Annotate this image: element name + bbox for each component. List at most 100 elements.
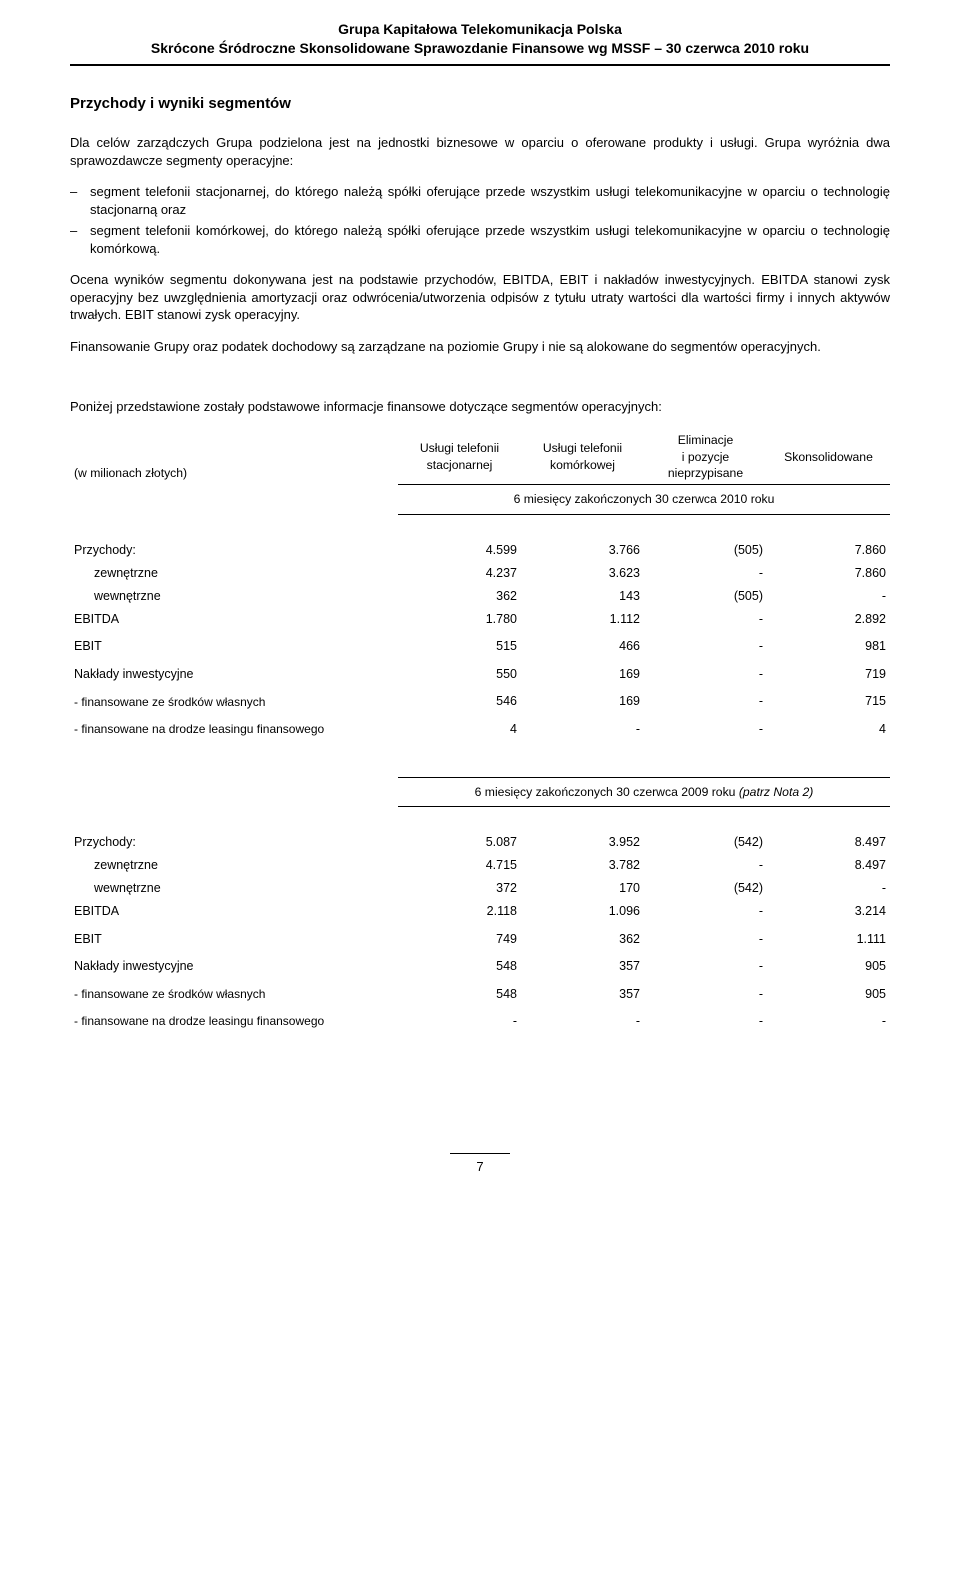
cell: 372 <box>398 877 521 900</box>
cell: - <box>644 713 767 740</box>
cell: - <box>644 1005 767 1032</box>
col-header-elim-1: Eliminacje <box>678 433 734 447</box>
cell: 548 <box>398 950 521 978</box>
table-row: zewnętrzne 4.237 3.623 - 7.860 <box>70 562 890 585</box>
row-label: EBIT <box>70 630 398 658</box>
cell: 4.237 <box>398 562 521 585</box>
table-row: - finansowane ze środków własnych 548 35… <box>70 978 890 1005</box>
table-row: Przychody: 4.599 3.766 (505) 7.860 <box>70 539 890 562</box>
cell: 169 <box>521 658 644 686</box>
cell: (542) <box>644 877 767 900</box>
cell: - <box>644 630 767 658</box>
col-header-elim-3: nieprzypisane <box>668 466 743 480</box>
cell: 2.118 <box>398 900 521 923</box>
cell: 3.623 <box>521 562 644 585</box>
cell: 466 <box>521 630 644 658</box>
table-row: EBITDA 1.780 1.112 - 2.892 <box>70 608 890 631</box>
table-row: - finansowane ze środków własnych 546 16… <box>70 686 890 713</box>
section-title: Przychody i wyniki segmentów <box>70 94 890 114</box>
cell: - <box>398 1005 521 1032</box>
paragraph-evaluation: Ocena wyników segmentu dokonywana jest n… <box>70 271 890 324</box>
row-label: Przychody: <box>70 539 398 562</box>
cell: 170 <box>521 877 644 900</box>
cell: 550 <box>398 658 521 686</box>
row-label: zewnętrzne <box>70 562 398 585</box>
segment-table: (w milionach złotych) Usługi telefonii s… <box>70 429 890 1033</box>
table-row: EBIT 749 362 - 1.111 <box>70 923 890 951</box>
period-label-2009: 6 miesięcy zakończonych 30 czerwca 2009 … <box>398 777 890 806</box>
table-row: wewnętrzne 362 143 (505) - <box>70 585 890 608</box>
cell: 548 <box>398 978 521 1005</box>
table-row: zewnętrzne 4.715 3.782 - 8.497 <box>70 854 890 877</box>
period-2009-text: 6 miesięcy zakończonych 30 czerwca 2009 … <box>475 785 736 799</box>
col-header-elim-2: i pozycje <box>682 450 729 464</box>
cell: 4 <box>398 713 521 740</box>
cell: 169 <box>521 686 644 713</box>
list-item-text: segment telefonii komórkowej, do którego… <box>90 222 890 257</box>
table-row: EBIT 515 466 - 981 <box>70 630 890 658</box>
units-note: (w milionach złotych) <box>74 466 187 480</box>
dash-icon: – <box>70 222 90 257</box>
table-intro: Poniżej przedstawione zostały podstawowe… <box>70 398 890 416</box>
cell: - <box>767 1005 890 1032</box>
cell: 715 <box>767 686 890 713</box>
col-header-consol: Skonsolidowane <box>767 429 890 485</box>
cell: 362 <box>398 585 521 608</box>
cell: (542) <box>644 831 767 854</box>
table-row: EBITDA 2.118 1.096 - 3.214 <box>70 900 890 923</box>
paragraph-intro: Dla celów zarządczych Grupa podzielona j… <box>70 134 890 169</box>
header-line-2: Skrócone Śródroczne Skonsolidowane Spraw… <box>70 39 890 58</box>
cell: (505) <box>644 539 767 562</box>
cell: 143 <box>521 585 644 608</box>
cell: - <box>521 1005 644 1032</box>
period-2009-note: (patrz Nota 2) <box>739 785 814 799</box>
row-label: EBITDA <box>70 608 398 631</box>
list-item: – segment telefonii komórkowej, do które… <box>70 222 890 257</box>
list-item: – segment telefonii stacjonarnej, do któ… <box>70 183 890 218</box>
cell: - <box>644 923 767 951</box>
table-header-row: (w milionach złotych) Usługi telefonii s… <box>70 429 890 485</box>
cell: 7.860 <box>767 539 890 562</box>
cell: 2.892 <box>767 608 890 631</box>
segment-table-wrapper: (w milionach złotych) Usługi telefonii s… <box>70 429 890 1033</box>
cell: 4.599 <box>398 539 521 562</box>
cell: 3.782 <box>521 854 644 877</box>
list-item-text: segment telefonii stacjonarnej, do które… <box>90 183 890 218</box>
cell: - <box>644 608 767 631</box>
cell: - <box>767 585 890 608</box>
table-row: Nakłady inwestycyjne 550 169 - 719 <box>70 658 890 686</box>
col-header-fixed: Usługi telefonii stacjonarnej <box>398 429 521 485</box>
table-row: - finansowane na drodze leasingu finanso… <box>70 713 890 740</box>
row-label: Nakłady inwestycyjne <box>70 658 398 686</box>
cell: - <box>644 658 767 686</box>
table-row: Przychody: 5.087 3.952 (542) 8.497 <box>70 831 890 854</box>
cell: 8.497 <box>767 831 890 854</box>
cell: (505) <box>644 585 767 608</box>
cell: 3.214 <box>767 900 890 923</box>
cell: - <box>644 562 767 585</box>
cell: 546 <box>398 686 521 713</box>
row-label: EBIT <box>70 923 398 951</box>
cell: 1.112 <box>521 608 644 631</box>
cell: - <box>644 950 767 978</box>
row-label: zewnętrzne <box>70 854 398 877</box>
cell: 905 <box>767 950 890 978</box>
cell: 1.096 <box>521 900 644 923</box>
header-rule <box>70 64 890 66</box>
cell: 8.497 <box>767 854 890 877</box>
row-label: - finansowane ze środków własnych <box>70 978 398 1005</box>
cell: - <box>644 686 767 713</box>
cell: 4.715 <box>398 854 521 877</box>
cell: 1.780 <box>398 608 521 631</box>
cell: 4 <box>767 713 890 740</box>
col-header-elim: Eliminacje i pozycje nieprzypisane <box>644 429 767 485</box>
cell: 515 <box>398 630 521 658</box>
row-label: - finansowane na drodze leasingu finanso… <box>70 1005 398 1032</box>
cell: 905 <box>767 978 890 1005</box>
row-label: Nakłady inwestycyjne <box>70 950 398 978</box>
col-header-mobile: Usługi telefonii komórkowej <box>521 429 644 485</box>
row-label: wewnętrzne <box>70 585 398 608</box>
row-label: wewnętrzne <box>70 877 398 900</box>
cell: 5.087 <box>398 831 521 854</box>
row-label: - finansowane ze środków własnych <box>70 686 398 713</box>
